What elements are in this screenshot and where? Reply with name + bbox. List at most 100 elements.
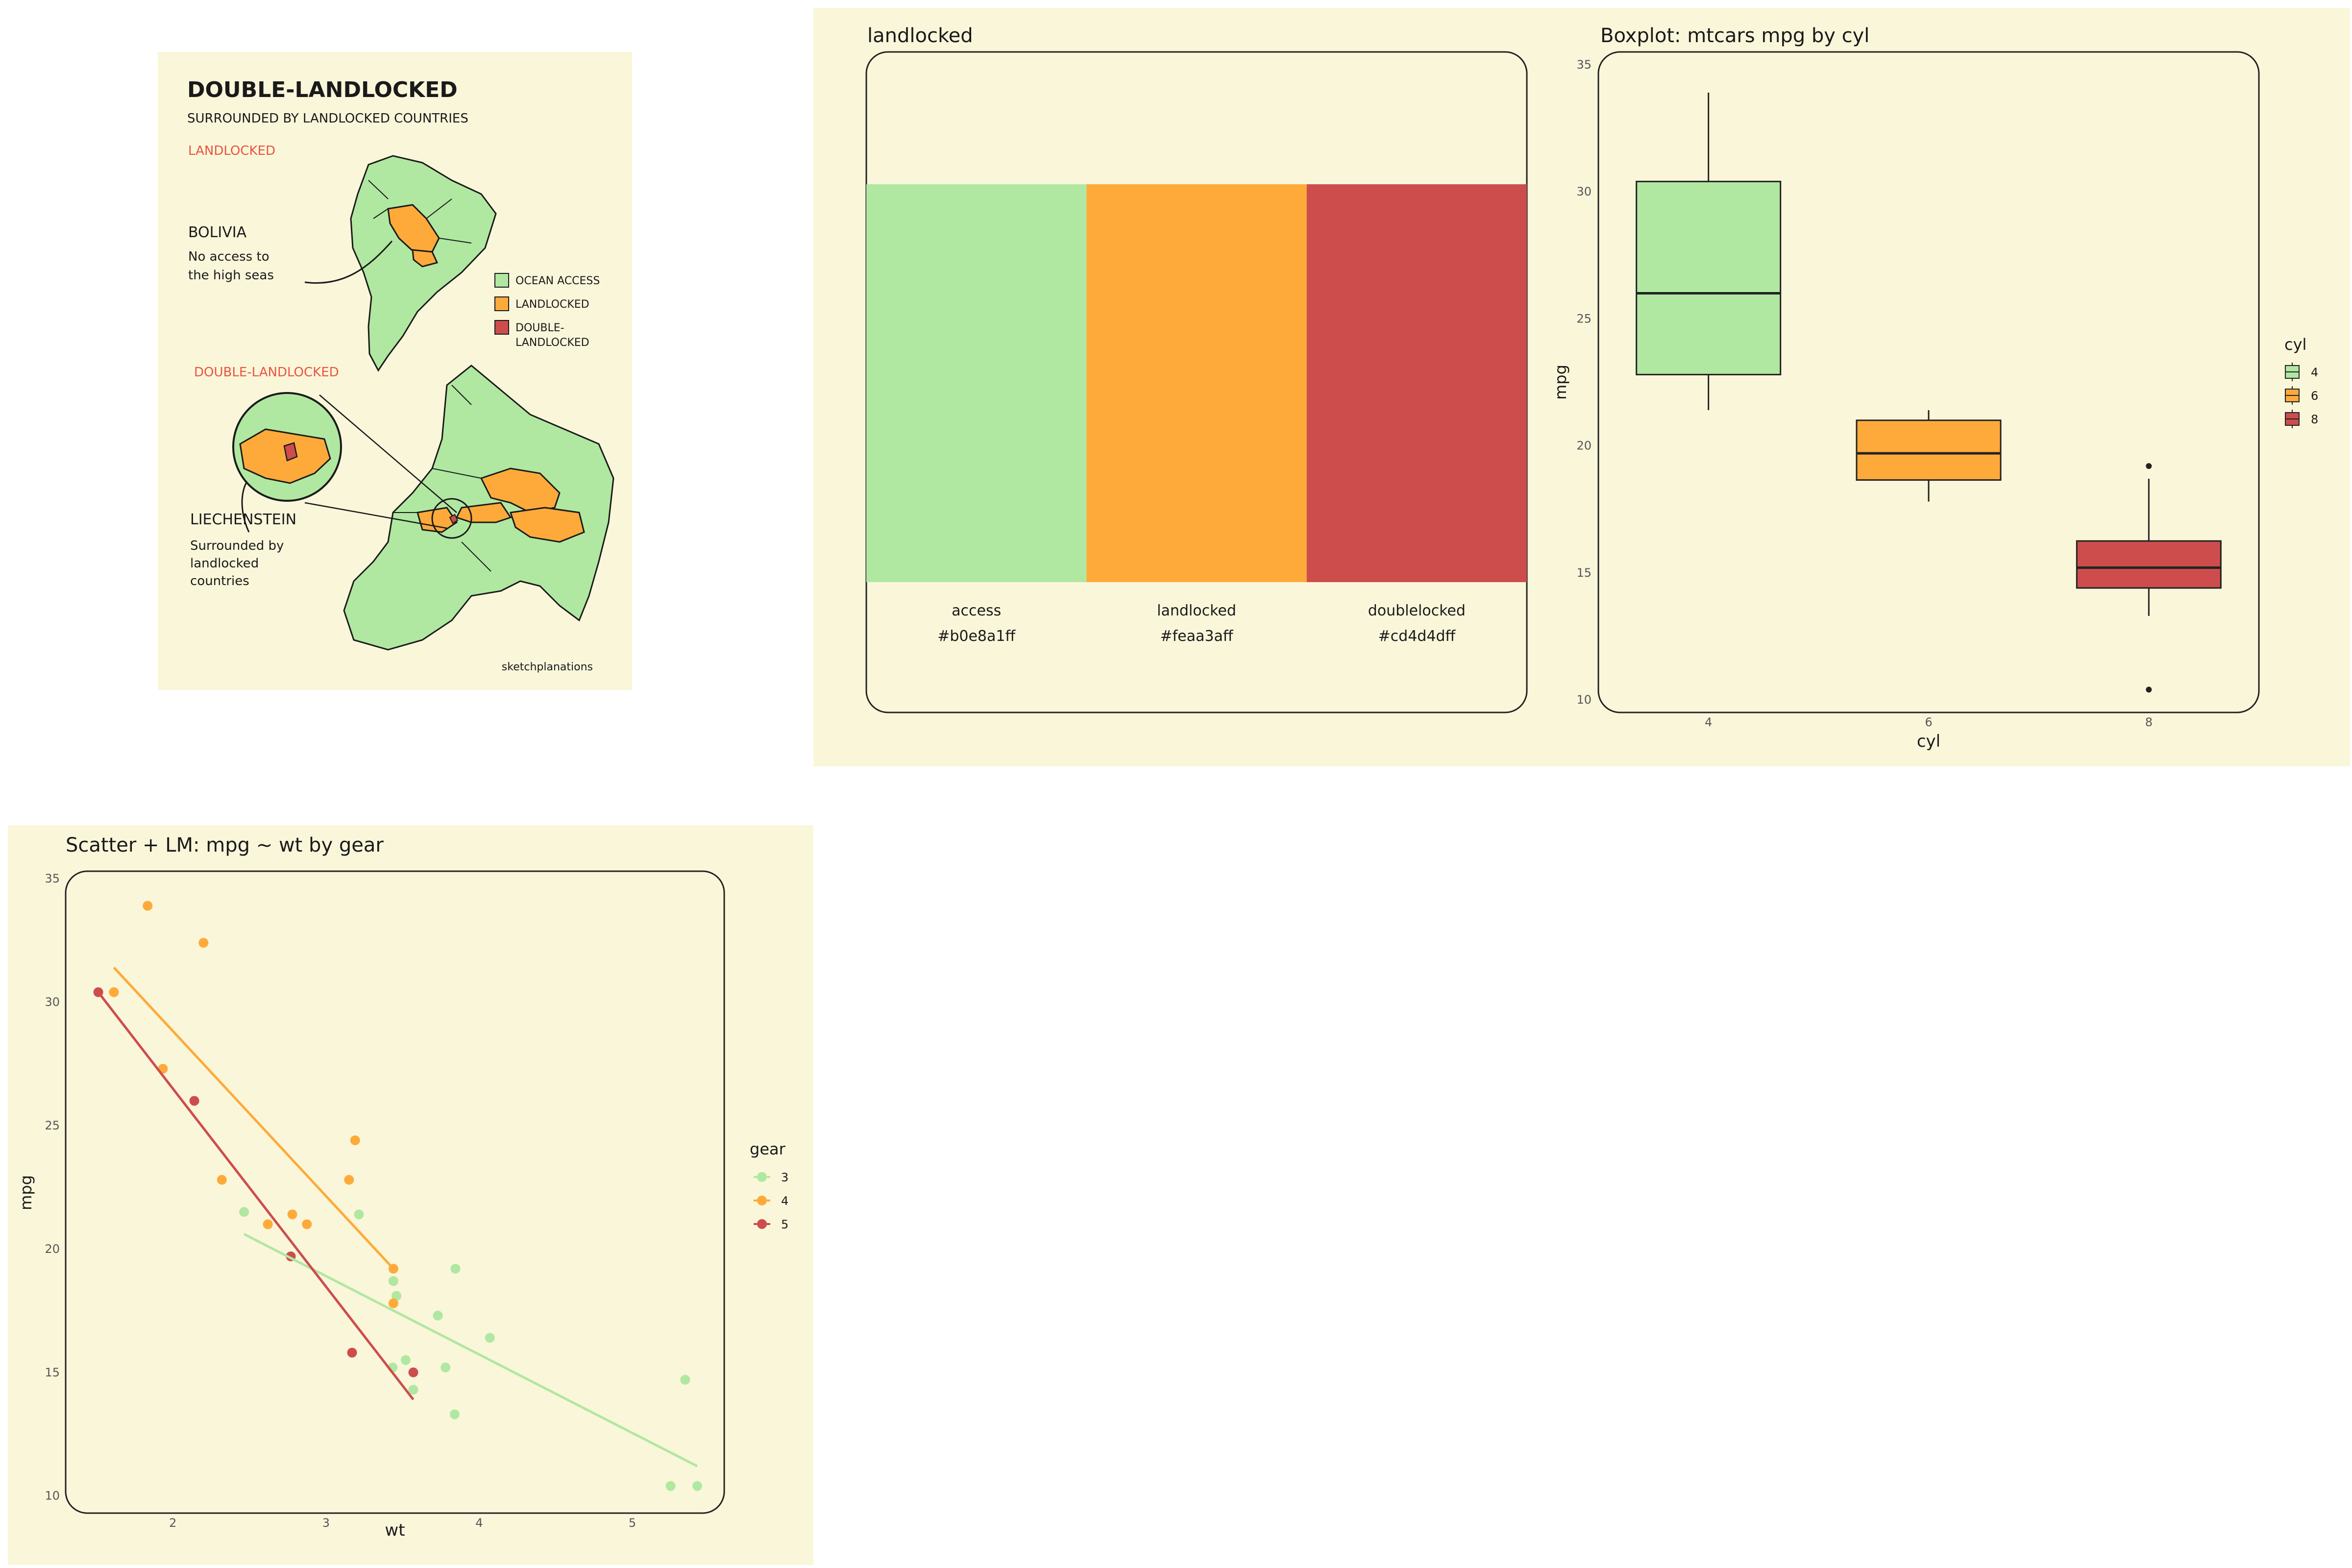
- scatter-point-gear3-1: [354, 1209, 364, 1220]
- scatter-fit-line-gear5: [97, 991, 415, 1400]
- boxplot-y-tick-10: 10: [1576, 693, 1592, 707]
- scatter-y-tick-10: 10: [45, 1489, 60, 1503]
- boxplot-y-tick-35: 35: [1576, 58, 1592, 72]
- scatter-fit-line-gear4: [113, 966, 394, 1270]
- scatter-point-gear4-7: [198, 938, 209, 948]
- south-america-map: [350, 155, 497, 372]
- top-right-figure: landlocked access #b0e8a1ff landlocked #fea…: [865, 24, 2318, 751]
- scatter-point-gear5-0: [189, 1096, 199, 1106]
- hungary-shape: [510, 507, 585, 543]
- credit-label: sketchplanations: [502, 661, 593, 673]
- scatter-legend-title: gear: [750, 1140, 786, 1158]
- infographic-panel: DOUBLE-LANDLOCKED SURROUNDED BY LANDLOCK…: [158, 52, 632, 690]
- scatter-title: Scatter + LM: mpg ~ wt by gear: [66, 834, 384, 857]
- scatter-x-tick-4: 4: [475, 1516, 483, 1530]
- scatter-legend-label-5: 5: [781, 1218, 788, 1231]
- scatter-point-gear3-3: [392, 1291, 402, 1301]
- scatter-panel: Scatter + LM: mpg ~ wt by gear 10 15 20 25 3…: [8, 825, 813, 1565]
- europe-map: [343, 365, 614, 651]
- legend-label-double-landlocked-2: LANDLOCKED: [515, 337, 589, 349]
- boxplot-outlier-8-0: [2146, 686, 2152, 693]
- scatter-point-gear3-7: [441, 1362, 451, 1372]
- boxplot-legend-label-4: 4: [2311, 366, 2318, 379]
- scatter-y-tick-25: 25: [45, 1119, 60, 1132]
- liechtenstein-zoom-inset: [232, 392, 472, 539]
- boxplot-y-tick-15: 15: [1576, 566, 1592, 580]
- scatter-point-gear3-0: [239, 1207, 249, 1217]
- infographic-title: DOUBLE-LANDLOCKED: [187, 77, 458, 102]
- scatter-point-gear4-9: [143, 901, 153, 911]
- scatter-point-gear3-4: [408, 1385, 418, 1395]
- boxplot-legend-label-6: 6: [2311, 389, 2318, 403]
- boxplot-y-tick-30: 30: [1576, 185, 1592, 198]
- boxplot-frame: [1597, 51, 2260, 713]
- swatch-label-access: access: [952, 602, 1001, 619]
- swatch-chart-title: landlocked: [867, 24, 973, 47]
- scatter-fit-line-gear3: [243, 1233, 698, 1468]
- scatter-x-tick-3: 3: [322, 1516, 330, 1530]
- boxplot-layer: 10 15 20 25 30 35 4 6 8: [1576, 58, 2222, 729]
- boxplot-legend: 4 6 8: [2285, 363, 2318, 428]
- scatter-point-gear3-9: [692, 1481, 702, 1491]
- legend-label-double-landlocked-1: DOUBLE-: [515, 322, 564, 334]
- scatter-layer: 10 15 20 25 30 35 2 3 4 5: [45, 872, 702, 1530]
- boxplot-legend-title: cyl: [2284, 335, 2306, 354]
- scatter-legend-key-3: [757, 1172, 767, 1182]
- swatch-hex-access: #b0e8a1ff: [937, 628, 1016, 645]
- legend-swatch-ocean-access: [494, 273, 509, 288]
- liechtenstein-note-line1: Surrounded by: [190, 539, 284, 553]
- bolivia-note-line1: No access to: [188, 249, 270, 264]
- boxplot-box-8: [2076, 540, 2222, 589]
- scatter-point-gear3-14: [450, 1264, 461, 1274]
- scatter-legend-label-3: 3: [781, 1171, 788, 1184]
- scatter-legend-label-4: 4: [781, 1194, 788, 1208]
- swatch-hex-doublelocked: #cd4d4dff: [1378, 628, 1456, 645]
- boxplot-box-6: [1856, 419, 2002, 481]
- boxplot-y-tick-25: 25: [1576, 312, 1592, 325]
- swatch-layer: access #b0e8a1ff landlocked #feaa3aff double…: [866, 184, 1527, 645]
- scatter-legend: 3 4 5: [754, 1171, 788, 1231]
- infographic-figure: DOUBLE-LANDLOCKED SURROUNDED BY LANDLOCK…: [187, 77, 614, 673]
- scatter-y-tick-30: 30: [45, 995, 60, 1009]
- scatter-legend-key-5: [757, 1219, 767, 1229]
- bolivia-note-line2: the high seas: [188, 268, 274, 283]
- swatch-doublelocked: [1306, 184, 1527, 582]
- bolivia-pointer-line: [304, 241, 393, 284]
- scatter-point-gear3-5: [485, 1333, 495, 1343]
- scatter-point-gear3-13: [449, 1409, 460, 1420]
- scatter-point-gear3-11: [400, 1355, 411, 1365]
- legend-swatch-double-landlocked: [494, 320, 509, 335]
- boxplot-x-axis-label: cyl: [1917, 732, 1940, 751]
- scatter-x-tick-2: 2: [169, 1516, 176, 1530]
- scatter-legend-key-4: [757, 1196, 767, 1205]
- bolivia-label: BOLIVIA: [188, 224, 247, 241]
- scatter-point-gear4-3: [350, 1135, 360, 1146]
- boxplot-outlier-8-1: [2146, 463, 2152, 469]
- boxplot-x-tick-4: 4: [1705, 715, 1712, 729]
- scatter-point-gear3-10: [680, 1374, 690, 1385]
- swatch-landlocked: [1086, 184, 1307, 582]
- section-label-landlocked: LANDLOCKED: [188, 144, 275, 158]
- scatter-point-gear3-6: [433, 1310, 443, 1321]
- scatter-frame: [65, 870, 725, 1514]
- swatch-label-landlocked: landlocked: [1157, 602, 1236, 619]
- scatter-figure: Scatter + LM: mpg ~ wt by gear 101520253…: [17, 834, 788, 1540]
- boxplot-title: Boxplot: mtcars mpg by cyl: [1600, 24, 1869, 47]
- infographic-subtitle: SURROUNDED BY LANDLOCKED COUNTRIES: [187, 111, 468, 126]
- paraguay-shape: [412, 249, 439, 268]
- boxplot-x-tick-8: 8: [2145, 715, 2153, 729]
- scatter-y-tick-35: 35: [45, 872, 60, 885]
- scatter-point-gear5-2: [347, 1348, 357, 1358]
- czechia-shape: [480, 467, 561, 514]
- legend-label-ocean-access: OCEAN ACCESS: [515, 275, 600, 287]
- scatter-point-gear4-8: [109, 987, 119, 997]
- section-label-double-landlocked: DOUBLE-LANDLOCKED: [194, 365, 339, 380]
- scatter-point-gear3-8: [665, 1481, 676, 1491]
- swatch-and-boxplot-panel: landlocked access #b0e8a1ff landlocked #fea…: [813, 8, 2350, 766]
- liechtenstein-note-line2: landlocked: [190, 556, 259, 571]
- boxplot-box-4: [1636, 180, 1782, 375]
- scatter-y-axis-label: mpg: [17, 1175, 35, 1210]
- scatter-point-gear4-4: [344, 1175, 354, 1185]
- infographic-legend: OCEAN ACCESS LANDLOCKED DOUBLE- LANDLOCK…: [494, 273, 600, 349]
- switzerland-shape: [416, 507, 458, 533]
